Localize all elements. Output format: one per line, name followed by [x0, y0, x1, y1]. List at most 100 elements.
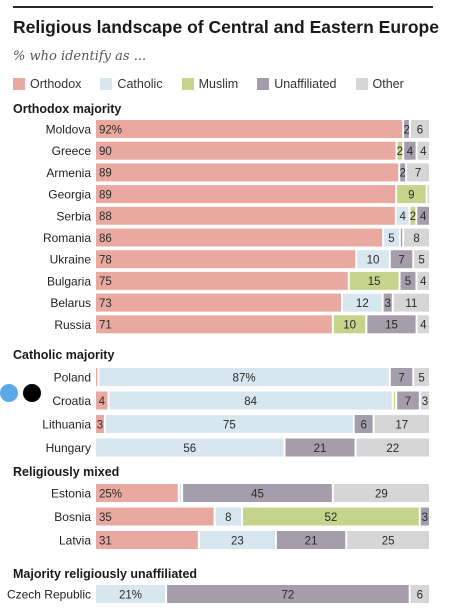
- country-label-belarus: Belarus: [50, 296, 91, 310]
- value-label-moldova-unaffiliated: 2: [403, 124, 409, 136]
- value-label-belarus-other: 11: [405, 298, 417, 310]
- group-header-majority-religiously-unaffiliated: Majority religiously unaffiliated: [13, 567, 197, 581]
- value-label-bosnia-unaffiliated: 3: [422, 512, 428, 524]
- value-label-croatia-other: 3: [422, 396, 428, 408]
- bar-belarus-unaffiliated: [383, 293, 392, 312]
- value-label-czech-republic-other: 6: [417, 589, 423, 601]
- legend-label-other: Other: [372, 77, 404, 91]
- bar-ukraine-catholic: [357, 250, 389, 269]
- legend-swatch-muslim: [181, 78, 194, 90]
- value-label-bulgaria-unaffiliated: 5: [405, 276, 411, 288]
- bar-poland-other: [414, 368, 429, 386]
- value-label-estonia-unaffiliated: 45: [251, 488, 264, 500]
- bar-armenia-unaffiliated: [400, 163, 406, 182]
- value-label-moldova-other: 6: [417, 124, 423, 136]
- value-label-hungary-catholic: 56: [183, 443, 196, 455]
- value-label-poland-unaffiliated: 7: [398, 372, 404, 384]
- bar-poland-catholic: [99, 368, 389, 386]
- bar-romania-catholic: [384, 228, 399, 247]
- value-label-latvia-unaffiliated: 21: [305, 535, 318, 547]
- value-label-bulgaria-muslim: 15: [368, 276, 381, 288]
- bar-georgia-muslim: [397, 185, 426, 204]
- legend-label-unaffiliated: Unaffiliated: [274, 77, 337, 91]
- bar-serbia-unaffiliated: [417, 206, 429, 225]
- value-label-poland-catholic: 87%: [233, 372, 256, 384]
- bar-russia-other: [417, 315, 429, 334]
- legend-item-catholic: Catholic: [100, 77, 163, 91]
- bar-croatia-muslim: [393, 391, 396, 410]
- group-header-orthodox-majority: Orthodox majority: [13, 102, 121, 116]
- bar-russia-muslim: [333, 315, 366, 334]
- bar-estonia-unaffiliated: [183, 484, 332, 502]
- chart-title: Religious landscape of Central and Easte…: [13, 17, 439, 37]
- legend-item-orthodox: Orthodox: [13, 77, 81, 91]
- value-label-latvia-other: 25: [382, 535, 395, 547]
- value-label-latvia-catholic: 23: [231, 535, 244, 547]
- value-label-poland-other: 5: [418, 372, 424, 384]
- country-label-latvia: Latvia: [59, 534, 91, 548]
- country-label-hungary: Hungary: [46, 441, 91, 455]
- bar-ukraine-orthodox: [96, 250, 356, 269]
- value-label-georgia-muslim: 9: [408, 189, 414, 201]
- bar-croatia-unaffiliated: [397, 391, 419, 410]
- value-label-belarus-unaffiliated: 3: [384, 298, 390, 310]
- legend: Orthodox Catholic Muslim Unaffiliated Ot…: [13, 76, 423, 92]
- value-label-serbia-orthodox: 88: [99, 211, 112, 223]
- bar-russia-unaffiliated: [367, 315, 416, 334]
- bar-czech-republic-catholic: [96, 585, 166, 603]
- bar-serbia-muslim: [410, 206, 416, 225]
- black-dot-marker: [23, 384, 41, 402]
- value-label-serbia-muslim: 2: [410, 211, 416, 223]
- bar-moldova-other: [410, 120, 429, 138]
- bar-latvia-unaffiliated: [276, 531, 346, 549]
- country-label-czech-republic: Czech Republic: [7, 588, 91, 602]
- country-label-romania: Romania: [43, 231, 91, 245]
- group-header-religiously-mixed: Religiously mixed: [13, 465, 119, 479]
- value-label-hungary-other: 22: [386, 443, 399, 455]
- bar-belarus-catholic: [343, 293, 382, 312]
- value-label-russia-other: 4: [420, 320, 427, 332]
- bar-latvia-orthodox: [96, 531, 198, 549]
- value-label-russia-muslim: 10: [343, 320, 356, 332]
- country-label-russia: Russia: [54, 318, 91, 332]
- bar-bulgaria-unaffiliated: [400, 271, 416, 290]
- bar-lithuania-orthodox: [96, 415, 104, 433]
- bar-bulgaria-other: [417, 271, 429, 290]
- value-label-russia-orthodox: 71: [99, 320, 112, 332]
- bar-hungary-catholic: [96, 438, 284, 457]
- legend-label-muslim: Muslim: [198, 77, 239, 91]
- value-label-romania-catholic: 5: [388, 233, 394, 245]
- country-label-estonia: Estonia: [51, 487, 91, 501]
- value-label-ukraine-unaffiliated: 7: [398, 255, 404, 267]
- value-label-armenia-other: 7: [415, 168, 421, 180]
- country-label-lithuania: Lithuania: [42, 418, 91, 432]
- bar-poland-unaffiliated: [390, 368, 413, 386]
- value-label-estonia-other: 29: [375, 488, 388, 500]
- bar-greece-other: [417, 141, 429, 160]
- value-label-bosnia-orthodox: 35: [99, 512, 112, 524]
- bar-croatia-catholic: [109, 391, 392, 410]
- value-label-lithuania-catholic: 75: [223, 419, 236, 431]
- value-label-serbia-unaffiliated: 4: [420, 211, 427, 223]
- bar-ukraine-unaffiliated: [390, 250, 413, 269]
- bar-romania-other: [404, 228, 429, 247]
- value-label-ukraine-other: 5: [418, 255, 424, 267]
- legend-swatch-unaffiliated: [257, 78, 270, 90]
- bar-bosnia-orthodox: [96, 507, 214, 526]
- bar-croatia-other: [420, 391, 429, 410]
- bar-poland-orthodox: [96, 368, 98, 386]
- value-label-romania-other: 8: [413, 233, 419, 245]
- value-label-serbia-catholic: 4: [399, 211, 406, 223]
- legend-item-other: Other: [355, 77, 404, 91]
- country-label-greece: Greece: [52, 144, 92, 158]
- bar-armenia-orthodox: [96, 163, 399, 182]
- value-label-greece-muslim: 2: [397, 146, 403, 158]
- bar-belarus-orthodox: [96, 293, 342, 312]
- value-label-croatia-orthodox: 4: [99, 396, 106, 408]
- bar-estonia-orthodox: [96, 484, 178, 502]
- country-label-poland: Poland: [54, 371, 91, 385]
- value-label-belarus-orthodox: 73: [99, 298, 112, 310]
- legend-swatch-other: [355, 78, 368, 90]
- value-label-bosnia-catholic: 8: [225, 512, 231, 524]
- value-label-greece-unaffiliated: 4: [407, 146, 414, 158]
